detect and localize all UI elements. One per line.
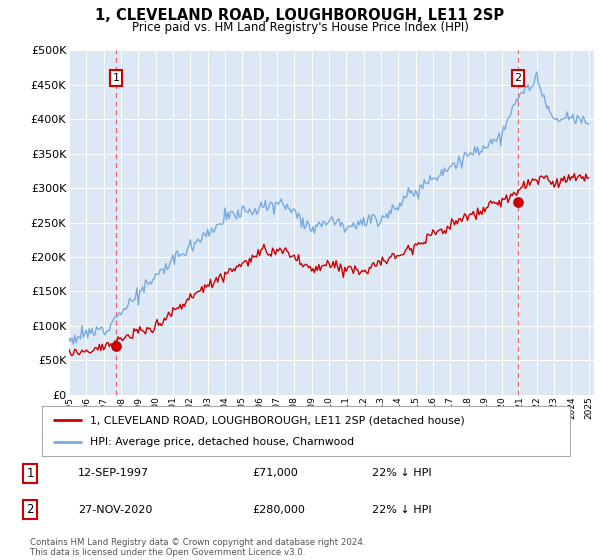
Text: 1: 1 [112, 73, 119, 83]
Text: 27-NOV-2020: 27-NOV-2020 [78, 505, 152, 515]
Text: 1, CLEVELAND ROAD, LOUGHBOROUGH, LE11 2SP: 1, CLEVELAND ROAD, LOUGHBOROUGH, LE11 2S… [95, 8, 505, 24]
Text: Contains HM Land Registry data © Crown copyright and database right 2024.
This d: Contains HM Land Registry data © Crown c… [30, 538, 365, 557]
Text: 1: 1 [26, 466, 34, 480]
Text: 1, CLEVELAND ROAD, LOUGHBOROUGH, LE11 2SP (detached house): 1, CLEVELAND ROAD, LOUGHBOROUGH, LE11 2S… [89, 415, 464, 425]
Text: 12-SEP-1997: 12-SEP-1997 [78, 468, 149, 478]
Text: £71,000: £71,000 [252, 468, 298, 478]
Text: 2: 2 [514, 73, 521, 83]
Point [513, 198, 523, 207]
Text: 22% ↓ HPI: 22% ↓ HPI [372, 468, 431, 478]
Text: Price paid vs. HM Land Registry's House Price Index (HPI): Price paid vs. HM Land Registry's House … [131, 21, 469, 34]
Point [111, 342, 121, 351]
Text: 22% ↓ HPI: 22% ↓ HPI [372, 505, 431, 515]
Text: HPI: Average price, detached house, Charnwood: HPI: Average price, detached house, Char… [89, 437, 353, 447]
Text: £280,000: £280,000 [252, 505, 305, 515]
Text: 2: 2 [26, 503, 34, 516]
